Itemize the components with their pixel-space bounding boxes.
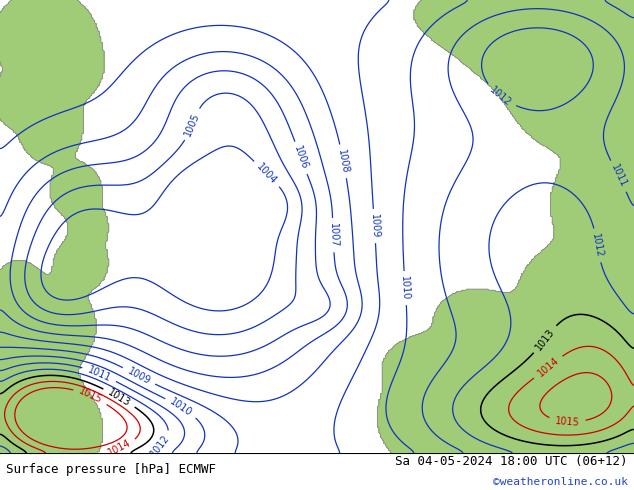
Text: 1008: 1008: [336, 148, 351, 174]
Text: 1015: 1015: [555, 416, 580, 428]
Text: 1012: 1012: [488, 85, 513, 108]
Text: 1004: 1004: [255, 161, 279, 186]
Text: 1015: 1015: [77, 386, 104, 406]
Text: 1013: 1013: [107, 387, 133, 408]
Text: Surface pressure [hPa] ECMWF: Surface pressure [hPa] ECMWF: [6, 463, 216, 476]
Text: 1010: 1010: [168, 396, 194, 418]
Text: 1005: 1005: [183, 111, 202, 138]
Text: 1014: 1014: [536, 355, 560, 379]
Text: 1012: 1012: [590, 232, 605, 258]
Text: ©weatheronline.co.uk: ©weatheronline.co.uk: [493, 477, 628, 487]
Text: 1007: 1007: [328, 222, 339, 247]
Text: 1009: 1009: [369, 214, 380, 239]
Text: 1009: 1009: [126, 366, 152, 386]
Text: 1011: 1011: [609, 163, 628, 189]
Text: Sa 04-05-2024 18:00 UTC (06+12): Sa 04-05-2024 18:00 UTC (06+12): [395, 455, 628, 468]
Text: 1013: 1013: [534, 326, 557, 352]
Text: 1014: 1014: [106, 438, 133, 458]
Text: 1012: 1012: [149, 433, 172, 458]
Text: 1011: 1011: [86, 364, 113, 383]
Text: 1006: 1006: [292, 145, 309, 171]
Text: 1010: 1010: [399, 275, 411, 301]
